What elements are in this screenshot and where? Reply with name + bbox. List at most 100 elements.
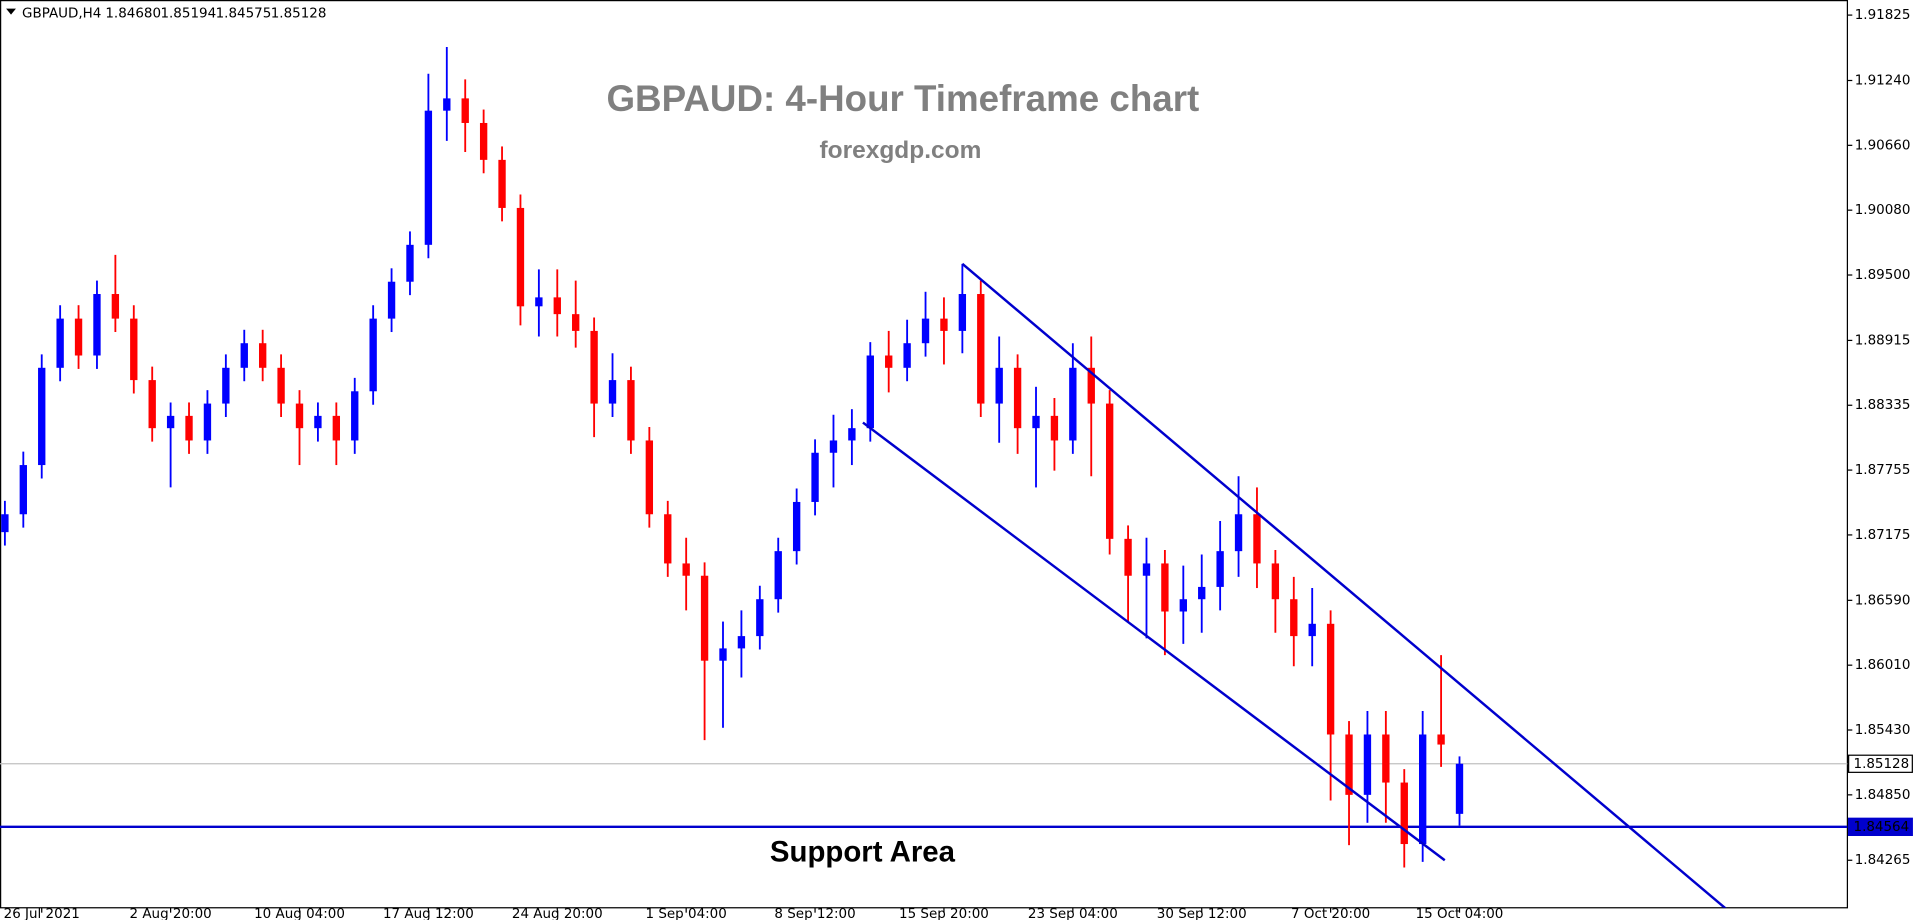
candle-body [1216,551,1224,587]
candle-body [498,159,506,208]
y-tick-label: 1.90080 [1855,203,1911,218]
candle-body [332,415,341,441]
candle-body [369,318,377,392]
x-tick-label: 2 Aug 20:00 [130,907,212,920]
price-box [1848,817,1913,837]
candle-body [1161,563,1169,612]
menu-icon [6,8,16,15]
y-tick-label: 1.85430 [1855,723,1911,738]
candle-body [93,294,101,356]
candle-body [351,391,359,441]
candle-body [111,294,120,319]
candle-body [590,330,598,404]
candle-body [443,98,451,111]
candle-body [1345,734,1353,795]
candle-body [1253,514,1261,564]
candle-body [1032,415,1040,429]
y-tick-label: 1.87175 [1855,528,1911,543]
x-tick-label: 15 Sep 20:00 [899,907,989,920]
candle-body [1,514,9,533]
candle-body [166,415,175,429]
x-tick-label: 1 Sep 04:00 [646,907,727,920]
candle-body [1271,563,1280,600]
y-tick-label: 1.87755 [1855,463,1911,478]
candle-body [387,281,396,319]
candle-body [19,465,27,515]
x-tick-label: 8 Sep 12:00 [774,907,855,920]
candle-body [406,244,414,282]
candle-body [1198,586,1206,600]
candle-body [774,551,782,600]
candle-body [1326,623,1335,735]
candle-body [1455,763,1464,814]
y-tick-label: 1.86590 [1855,593,1911,608]
candle-body [148,380,156,429]
chart-title: GBPAUD: 4-Hour Timeframe chart [606,78,1199,119]
annotation: Support Area [770,836,956,869]
candle-body [1179,599,1187,612]
candle-body [295,403,304,429]
candle-body [259,343,267,368]
candle-body [848,428,856,441]
candle-body [277,367,285,404]
price-label: 1.84564 [1854,820,1910,835]
candle-body [1013,367,1022,429]
channel-line [961,262,1727,908]
plot-frame [0,0,1849,909]
y-tick-label: 1.84265 [1855,853,1911,868]
x-tick-label: 24 Aug 20:00 [512,907,603,920]
candle-body [185,415,193,441]
y-tick-label: 1.86010 [1855,658,1911,673]
candle-body [1087,367,1095,404]
candle-body [1234,514,1243,552]
y-tick-label: 1.91825 [1855,8,1911,23]
chart-subtitle: forexgdp.com [819,137,981,164]
candle-body [1308,623,1316,637]
candle-body [682,563,690,576]
candle-body [461,98,469,123]
candle-body [1105,403,1114,539]
x-tick-label: 23 Sep 04:00 [1028,907,1118,920]
candle-body [1382,734,1390,783]
candle-body [203,403,212,441]
candle-body [811,452,819,502]
y-tick-label: 1.91240 [1855,73,1911,88]
candle-body [719,648,727,661]
candle-body [756,599,764,637]
candle-body [56,318,64,368]
candle-body [1437,734,1445,745]
candle-body [903,343,911,368]
candle-body [553,297,561,315]
candle-body [737,636,746,649]
candle-body [792,501,801,552]
candle-body [627,380,635,441]
candle-body [940,318,948,331]
candle-body [1363,734,1372,795]
candle-body [866,355,874,429]
candle-body [240,343,248,368]
y-tick-label: 1.89500 [1855,268,1911,283]
y-tick-label: 1.84850 [1855,788,1911,803]
candle-body [516,207,525,307]
candle-body [608,380,617,404]
price-box [1848,754,1913,773]
candle-body [314,415,322,429]
candle-body [1069,367,1077,441]
candle-body [664,514,672,564]
candle-body [130,318,138,381]
y-tick-label: 1.88335 [1855,398,1911,413]
candle-body [885,355,893,368]
candle-body [958,294,967,331]
candle-body [1419,734,1427,845]
ohlc-high: 1.85194 [160,6,216,21]
candle-body [921,318,930,344]
x-tick-label: 26 Jul 2021 [4,907,80,920]
ohlc-low: 1.84575 [216,6,272,21]
candle-body [38,367,46,466]
candle-body [700,575,709,661]
x-tick-label: 17 Aug 12:00 [383,907,474,920]
x-tick-label: 10 Aug 04:00 [254,907,345,920]
candle-body [977,294,985,404]
candle-body [995,367,1003,404]
